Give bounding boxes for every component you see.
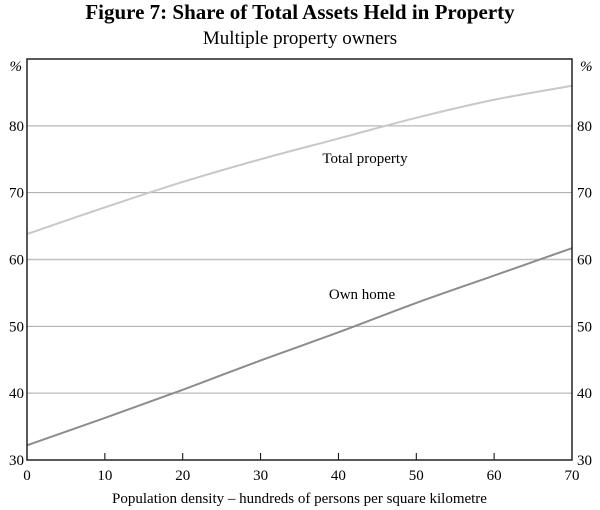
y-tick-label-right: 70 <box>577 186 592 202</box>
y-tick-label-left: 70 <box>9 186 24 202</box>
x-tick-label: 60 <box>487 468 502 484</box>
y-unit-label-right: % <box>580 59 593 75</box>
x-tick-label: 0 <box>23 468 31 484</box>
chart-subtitle: Multiple property owners <box>202 28 398 49</box>
x-tick-label: 70 <box>565 468 580 484</box>
y-tick-label-left: 40 <box>9 386 24 402</box>
series-label: Total property <box>322 151 408 167</box>
y-tick-label-right: 50 <box>577 319 592 335</box>
series-line-total-property <box>26 84 573 236</box>
series-line-own-home <box>26 247 573 447</box>
chart-title: Figure 7: Share of Total Assets Held in … <box>85 0 515 24</box>
y-tick-label-right: 40 <box>577 386 592 402</box>
x-tick-label: 50 <box>409 468 424 484</box>
x-tick-label: 30 <box>253 468 268 484</box>
series-label: Own home <box>329 287 396 303</box>
y-tick-label-right: 80 <box>577 119 592 135</box>
y-tick-label-left: 80 <box>9 119 24 135</box>
x-axis-label: Population density – hundreds of persons… <box>112 491 487 507</box>
y-unit-label-left: % <box>10 59 23 75</box>
y-tick-label-left: 60 <box>9 253 24 269</box>
y-tick-label-left: 50 <box>9 319 24 335</box>
x-tick-label: 10 <box>97 468 112 484</box>
plot-frame <box>26 58 573 461</box>
y-tick-label-left: 30 <box>9 453 24 469</box>
y-tick-label-right: 30 <box>577 453 592 469</box>
y-tick-label-right: 60 <box>577 253 592 269</box>
x-tick-label: 40 <box>331 468 346 484</box>
x-tick-label: 20 <box>175 468 190 484</box>
